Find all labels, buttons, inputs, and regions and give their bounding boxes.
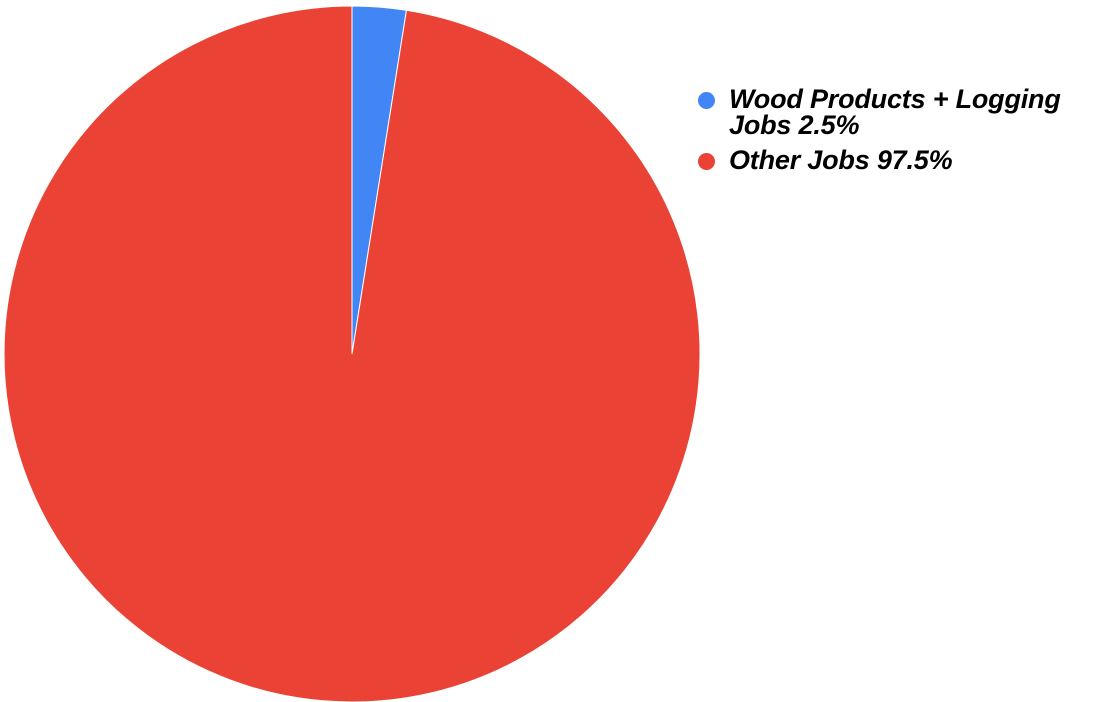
- pie-chart: [3, 5, 700, 702]
- legend-item-other-jobs: Other Jobs 97.5%: [698, 145, 1117, 175]
- legend-label-other-jobs: Other Jobs 97.5%: [729, 145, 953, 175]
- pie-slice-other-jobs: [3, 5, 700, 702]
- legend-label-wood-products: Wood Products + Logging Jobs 2.5%: [729, 84, 1061, 140]
- chart-legend: Wood Products + Logging Jobs 2.5% Other …: [698, 86, 1117, 182]
- legend-item-wood-products: Wood Products + Logging Jobs 2.5%: [698, 84, 1117, 140]
- legend-dot-wood-products: [698, 92, 715, 109]
- legend-dot-other-jobs: [698, 153, 715, 170]
